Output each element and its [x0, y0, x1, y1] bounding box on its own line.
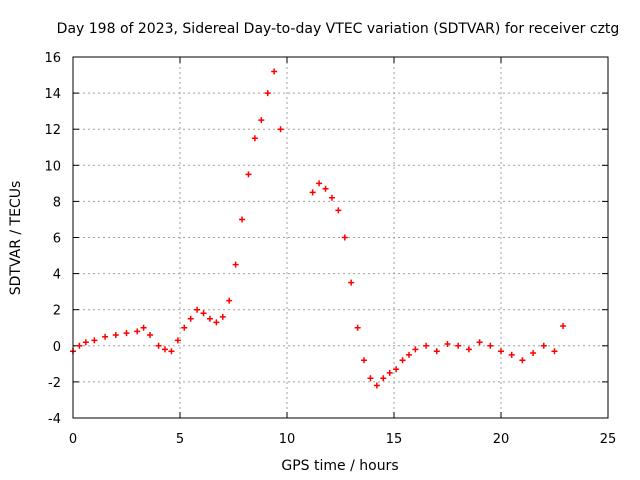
x-tick-label: 0	[69, 432, 77, 447]
x-axis-label: GPS time / hours	[281, 458, 398, 474]
x-tick-label: 25	[600, 432, 617, 447]
data-point	[226, 297, 233, 304]
data-point	[200, 310, 207, 317]
x-tick-label: 5	[176, 432, 184, 447]
y-axis-label: SDTVAR / TECUs	[8, 181, 24, 296]
data-point	[123, 330, 130, 337]
data-points	[70, 68, 567, 389]
data-point	[82, 339, 89, 346]
data-point	[530, 350, 537, 357]
data-point	[405, 351, 412, 358]
y-tick-label: 12	[44, 123, 61, 138]
data-point	[251, 135, 258, 142]
data-point	[258, 117, 265, 124]
data-point	[354, 324, 361, 331]
data-point	[155, 342, 162, 349]
y-tick-label: 10	[44, 159, 61, 174]
grid	[73, 57, 608, 418]
data-point	[219, 313, 226, 320]
y-tick-label: 16	[44, 51, 61, 66]
data-point	[322, 185, 329, 192]
chart-title: Day 198 of 2023, Sidereal Day-to-day VTE…	[57, 21, 620, 37]
y-tick-label: -4	[48, 412, 61, 427]
data-point	[476, 339, 483, 346]
data-point	[361, 357, 368, 364]
data-point	[147, 331, 154, 338]
data-point	[316, 180, 323, 187]
x-tick-label: 15	[386, 432, 403, 447]
data-point	[380, 375, 387, 382]
ticks: 0 5 10 15 20 25 -4 -2 0 2 4 6 8 10 12 14 16	[44, 51, 616, 447]
plot-frame	[72, 56, 609, 419]
data-point	[271, 68, 278, 75]
data-point	[187, 315, 194, 322]
data-point	[498, 348, 504, 355]
data-point	[168, 348, 175, 355]
data-point	[264, 90, 271, 97]
y-tick-label: 8	[53, 195, 61, 210]
y-tick-label: 14	[44, 87, 61, 102]
data-point	[309, 189, 316, 196]
data-point	[386, 369, 393, 376]
data-point	[348, 279, 355, 286]
data-point	[174, 337, 181, 344]
data-point	[91, 337, 98, 344]
data-point	[213, 319, 220, 326]
data-point	[102, 333, 109, 340]
data-point	[239, 216, 246, 223]
y-tick-label: 0	[53, 340, 61, 355]
x-tick-label: 20	[493, 432, 510, 447]
data-point	[232, 261, 239, 268]
data-point	[181, 324, 188, 331]
data-point	[76, 342, 83, 349]
y-tick-label: 2	[53, 304, 61, 319]
data-point	[194, 306, 201, 313]
y-tick-label: 4	[53, 268, 61, 283]
data-point	[540, 342, 547, 349]
data-point	[134, 328, 141, 335]
x-tick-label: 10	[279, 432, 296, 447]
data-point	[399, 357, 406, 364]
data-point	[162, 346, 169, 353]
data-point	[367, 375, 374, 382]
data-point	[433, 348, 440, 355]
data-point	[444, 340, 451, 347]
data-point	[341, 234, 348, 241]
data-point	[328, 194, 335, 201]
data-point	[335, 207, 342, 214]
y-tick-label: -2	[48, 376, 61, 391]
y-tick-label: 6	[53, 232, 61, 247]
data-point	[140, 324, 147, 331]
data-point	[423, 342, 430, 349]
data-point	[508, 351, 515, 358]
data-point	[277, 126, 284, 133]
data-point	[519, 357, 526, 364]
data-point	[206, 315, 213, 322]
data-point	[412, 346, 419, 353]
data-point	[487, 342, 494, 349]
data-point	[245, 171, 252, 178]
data-point	[373, 382, 380, 389]
data-point	[551, 348, 558, 355]
data-point	[465, 346, 472, 353]
data-point	[112, 331, 119, 338]
data-point	[455, 342, 462, 349]
data-point	[393, 366, 400, 373]
data-point	[560, 322, 567, 329]
